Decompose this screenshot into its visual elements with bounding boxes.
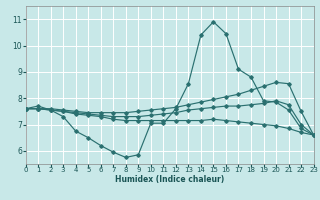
X-axis label: Humidex (Indice chaleur): Humidex (Indice chaleur) bbox=[115, 175, 224, 184]
